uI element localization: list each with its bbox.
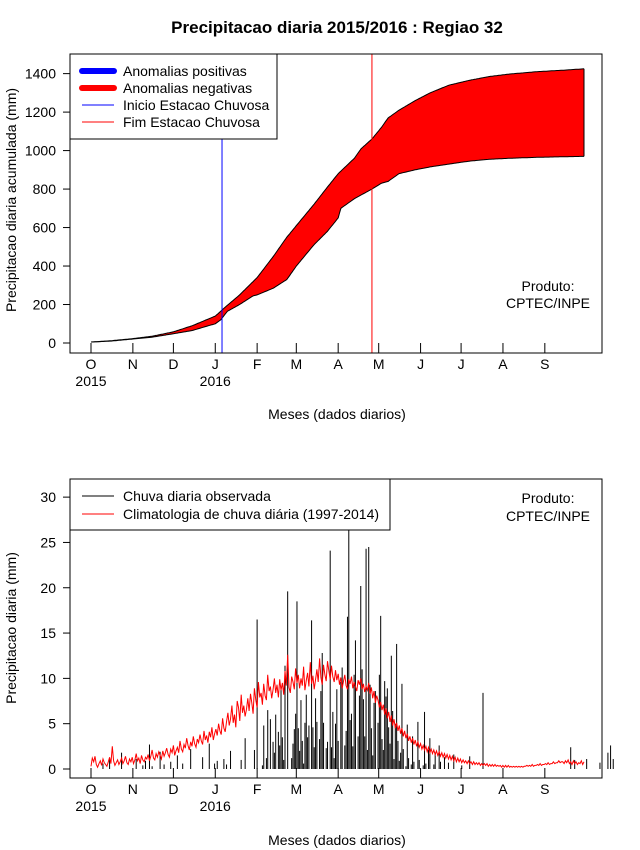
bottom-x-tick-label: O [86,781,97,797]
chart-title: Precipitacao diaria 2015/2016 : Regiao 3… [171,18,503,37]
top-credit: Produto: CPTEC/INPE [506,278,590,311]
top-credit-line-2: CPTEC/INPE [506,295,590,311]
bottom-x-tick-label: D [168,781,178,797]
legend-label-climatology: Climatologia de chuva diária (1997-2014) [123,506,379,522]
top-y-tick-label: 800 [33,181,57,197]
top-x-axis-label: Meses (dados diarios) [268,406,406,422]
bottom-credit-line-1: Produto: [522,490,575,506]
bottom-x-tick-label: M [290,781,302,797]
bottom-x-tick-label: A [498,781,508,797]
climatology-daily-line [90,654,585,769]
top-x-tick-label: N [128,356,138,372]
bottom-credit: Produto: CPTEC/INPE [506,490,590,524]
top-year-label-2015: 2015 [75,373,106,389]
bottom-legend-box [69,478,391,531]
top-credit-line-1: Produto: [522,278,575,294]
bottom-y-tick-label: 20 [40,580,56,596]
climatology-cumulative-line [90,68,585,343]
top-x-tick-label: D [168,356,178,372]
bottom-x-axis-label: Meses (dados diarios) [268,832,406,848]
bottom-y-tick-label: 30 [40,489,56,505]
top-y-tick-label: 200 [33,297,57,313]
top-x-tick-label: F [253,356,262,372]
bottom-y-axis: 0 5 10 15 20 25 30 [40,489,71,777]
bottom-y-tick-label: 0 [48,761,56,777]
bottom-panel: 0 5 10 15 20 25 30 O N D J F M A M J J A S 2015 2016 Precip… [3,478,614,848]
bottom-x-tick-label: S [540,781,549,797]
bottom-x-axis: O N D J F M A M J J A S 2015 2016 [75,768,550,814]
top-y-tick-label: 600 [33,220,57,236]
top-x-tick-label: A [334,356,344,372]
top-year-label-2016: 2016 [200,373,231,389]
bottom-x-tick-label: A [334,781,344,797]
bottom-x-tick-label: M [373,781,385,797]
bottom-y-tick-label: 5 [48,716,56,732]
bottom-x-tick-label: J [212,781,219,797]
negative-anomaly-area [91,68,584,343]
top-x-tick-label: M [373,356,385,372]
bottom-plot-area [90,515,614,769]
legend-label-observed: Chuva diaria observada [123,488,271,504]
bottom-y-tick-label: 10 [40,670,56,686]
top-y-axis: 0 200 400 600 800 1000 1200 1400 [25,66,71,351]
top-x-tick-label: M [290,356,302,372]
top-y-tick-label: 400 [33,258,57,274]
top-plot-area [90,54,585,353]
bottom-y-tick-label: 25 [40,534,56,550]
bottom-x-tick-label: F [253,781,262,797]
legend-label-end: Fim Estacao Chuvosa [123,114,260,130]
top-plot-frame [69,53,603,354]
bottom-year-label-2015: 2015 [75,798,106,814]
bottom-x-tick-label: N [128,781,138,797]
bottom-year-label-2016: 2016 [200,798,231,814]
top-x-tick-label: O [86,356,97,372]
top-x-tick-label: J [458,356,465,372]
top-x-axis: O N D J F M A M J J A S 2015 2016 [75,343,550,389]
bottom-x-tick-label: J [417,781,424,797]
top-x-tick-label: A [498,356,508,372]
bottom-legend: Chuva diaria observada Climatologia de c… [69,478,391,531]
legend-label-negative: Anomalias negativas [123,80,252,96]
top-y-axis-label: Precipitacao diaria acumulada (mm) [3,88,19,312]
top-x-tick-label: S [540,356,549,372]
bottom-y-axis-label: Precipitacao diaria (mm) [3,552,19,704]
top-legend: Anomalias positivas Anomalias negativas … [69,53,278,140]
observed-cumulative-line [91,155,584,343]
bottom-x-tick-label: J [458,781,465,797]
top-x-tick-label: J [212,356,219,372]
top-y-tick-label: 1400 [25,66,56,82]
top-panel: 0 200 400 600 800 1000 1200 1400 O N D J F M A M J J A S 20… [3,53,603,422]
legend-label-start: Inicio Estacao Chuvosa [123,97,270,113]
bottom-credit-line-2: CPTEC/INPE [506,508,590,524]
top-y-tick-label: 1000 [25,143,56,159]
top-y-tick-label: 1200 [25,104,56,120]
top-y-tick-label: 0 [48,335,56,351]
top-x-tick-label: J [417,356,424,372]
legend-label-positive: Anomalias positivas [123,63,247,79]
bottom-y-tick-label: 15 [40,625,56,641]
